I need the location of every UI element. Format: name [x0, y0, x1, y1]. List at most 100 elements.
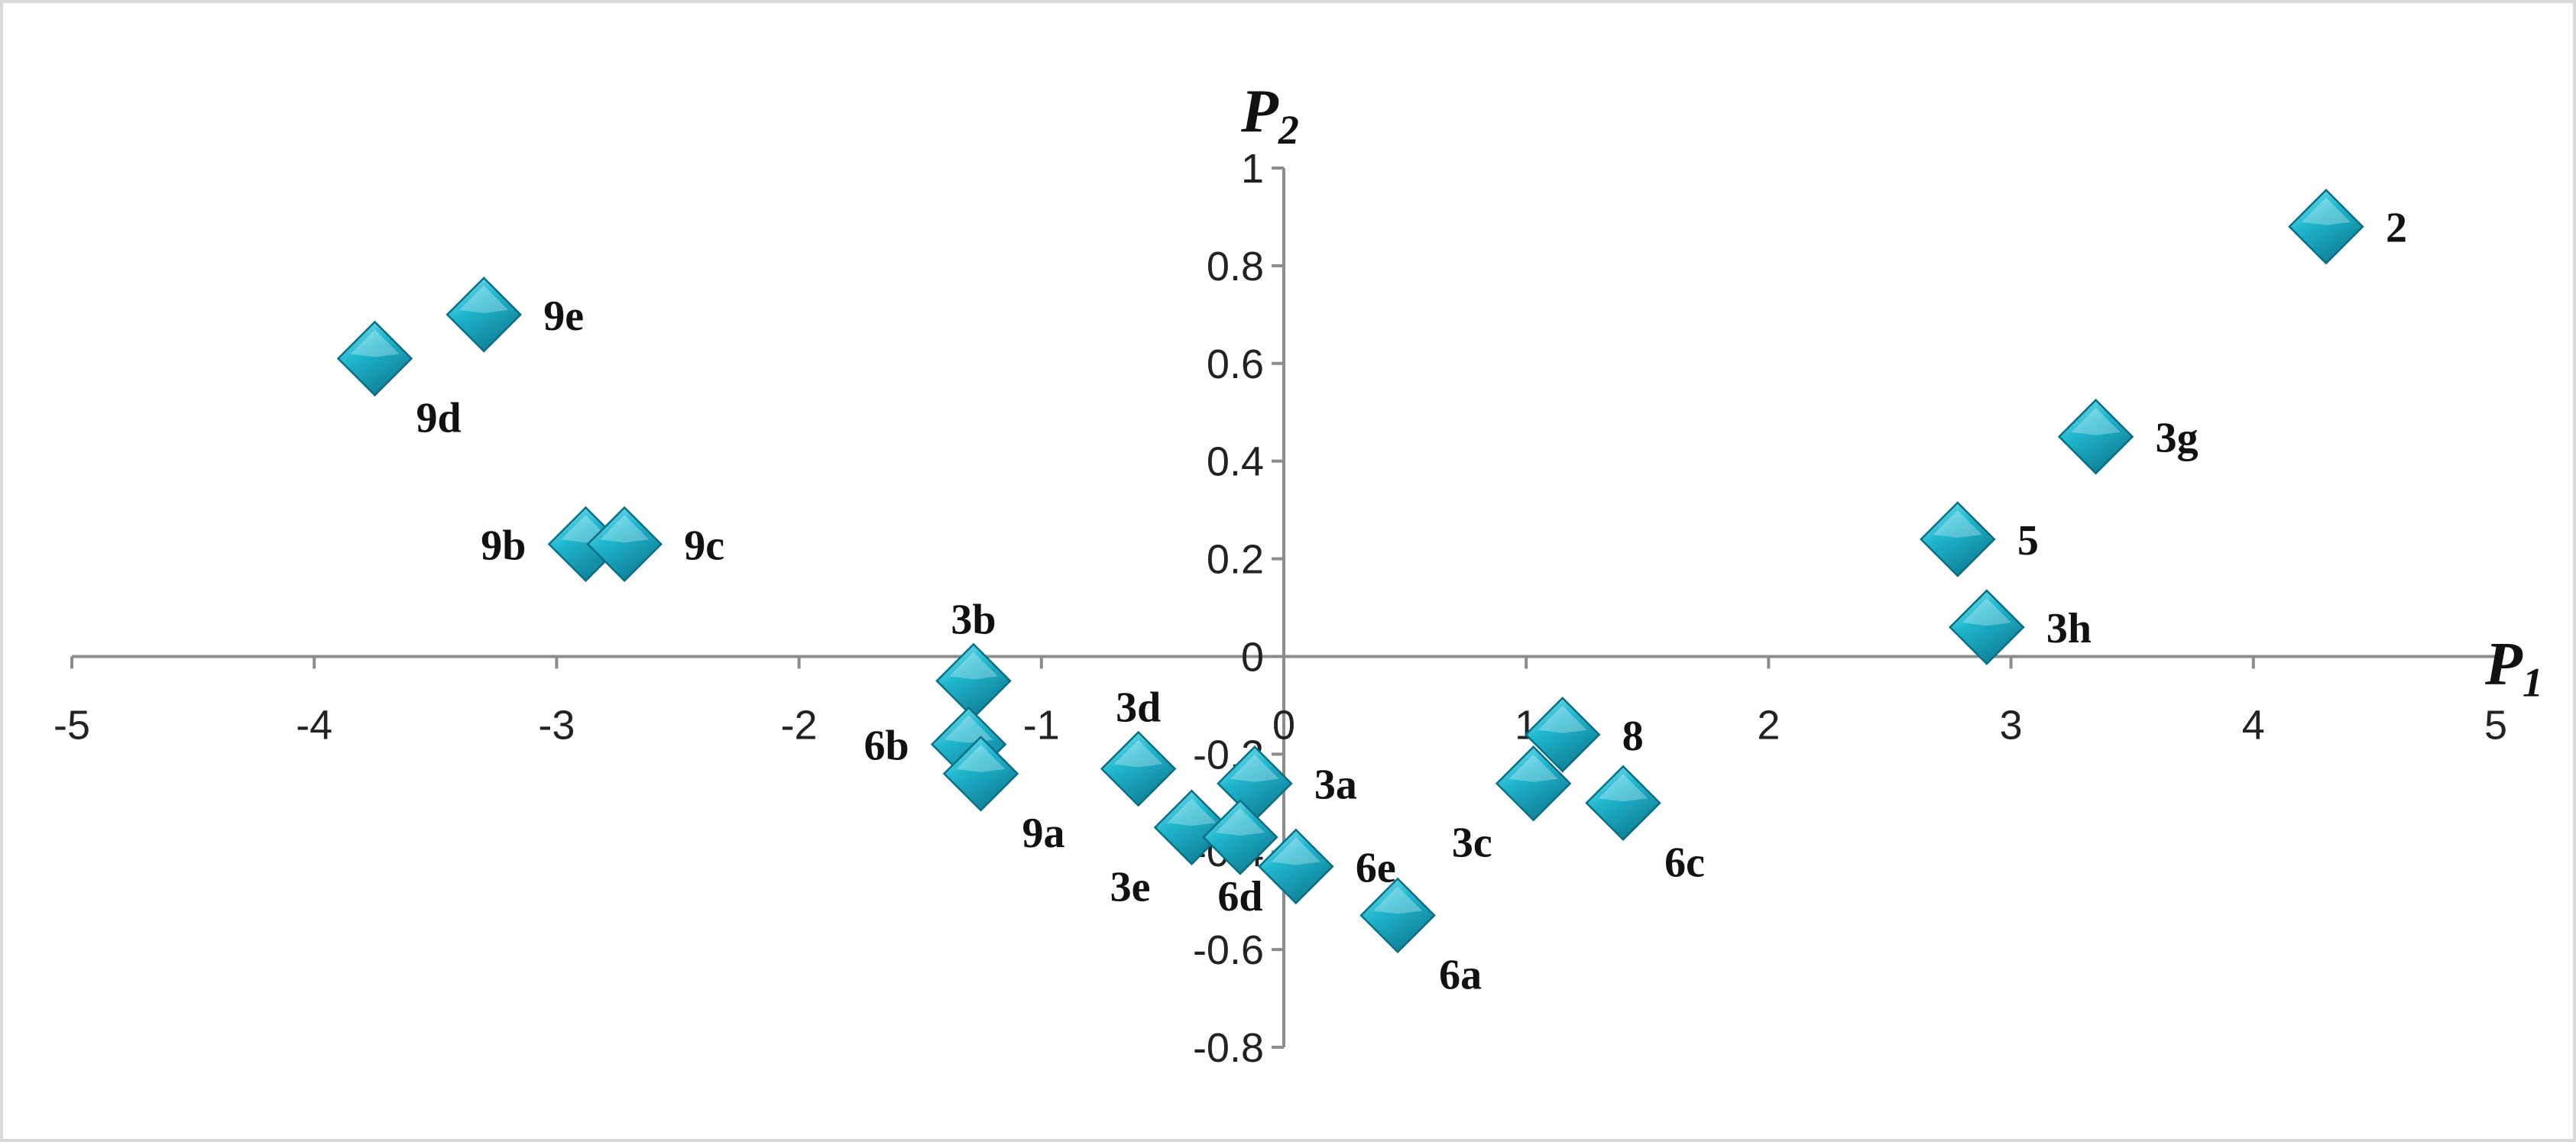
x-tick-label: 0: [1272, 702, 1295, 748]
diamond-marker: [1495, 745, 1572, 822]
point-label-6a: 6a: [1439, 951, 1482, 998]
x-tick-label: 3: [2000, 702, 2023, 748]
y-axis-label-subscript: 2: [1278, 107, 1299, 153]
diamond-highlight: [2301, 197, 2351, 225]
diamond-highlight: [1167, 798, 1217, 826]
data-point-6e: [1258, 828, 1334, 905]
point-label-3a: 3a: [1314, 762, 1357, 809]
x-tick-label: -2: [781, 702, 818, 748]
point-labels: 2 3g 53h 9e 9d 9b 9c 3b 6b 9a 3d 3a 3e 6d 6e 6a 8 3c 6c: [416, 205, 2407, 999]
diamond-highlight: [600, 515, 650, 543]
diamond-highlight: [350, 329, 400, 357]
point-label-6d: 6d: [1217, 873, 1262, 920]
data-point-3g: [2057, 398, 2134, 475]
diamond-marker: [1202, 799, 1278, 875]
data-point-3e: [1153, 789, 1230, 866]
diamond-highlight: [1508, 754, 1558, 782]
diamond-marker: [1258, 828, 1334, 905]
data-point-8: [1525, 696, 1601, 773]
y-tick-label: 0.4: [1207, 439, 1264, 485]
diamond-marker: [1359, 877, 1436, 954]
point-label-3d: 3d: [1116, 684, 1161, 732]
data-points: [336, 188, 2364, 954]
diamond-highlight: [1373, 886, 1423, 914]
diamond-marker: [1100, 730, 1177, 807]
data-point-6d: [1202, 799, 1278, 875]
data-point-3b: [935, 642, 1012, 720]
diamond-marker: [1153, 789, 1230, 866]
diamond-highlight: [1933, 509, 1982, 538]
data-point-9e: [446, 277, 523, 353]
data-point-6c: [1585, 765, 1661, 842]
y-tick-label: 0.6: [1207, 341, 1264, 387]
diamond-marker: [2057, 398, 2134, 475]
x-tick-label: -5: [53, 702, 90, 748]
diamond-marker: [336, 320, 413, 397]
diamond-marker: [2288, 188, 2364, 265]
point-label-3h: 3h: [2046, 605, 2092, 652]
point-label-6c: 6c: [1664, 839, 1705, 886]
data-point-6a: [1359, 877, 1436, 954]
data-point-5: [1920, 501, 1996, 577]
x-axis-label-subscript: 1: [2523, 659, 2543, 705]
scatter-chart: -5-4-3-2-101234510.80.60.40.20-0.2-0.4-0…: [53, 78, 2543, 1071]
point-label-3e: 3e: [1110, 863, 1151, 911]
x-tick-label: -1: [1023, 702, 1060, 748]
y-tick-label: -0.6: [1193, 927, 1264, 973]
axes: [70, 167, 2497, 1049]
diamond-marker: [446, 277, 523, 353]
point-label-9c: 9c: [684, 522, 724, 569]
data-point-9a: [942, 736, 1019, 812]
diamond-highlight: [1599, 774, 1648, 802]
tick-labels: -5-4-3-2-101234510.80.60.40.20-0.2-0.4-0…: [53, 146, 2507, 1071]
x-tick-label: 5: [2484, 702, 2507, 748]
point-label-8: 8: [1622, 713, 1644, 760]
x-tick-label: -3: [538, 702, 575, 748]
point-label-9e: 9e: [543, 293, 584, 340]
diamond-highlight: [1113, 739, 1163, 768]
diamond-marker: [586, 506, 663, 583]
diamond-marker: [1585, 765, 1661, 842]
diamond-marker: [1920, 501, 1996, 577]
data-point-2: [2288, 188, 2364, 265]
point-label-6e: 6e: [1356, 844, 1396, 891]
axis-names: P1 P2: [1240, 78, 2543, 705]
data-point-9c: [586, 506, 663, 583]
diamond-highlight: [1271, 837, 1320, 865]
diamond-highlight: [2071, 407, 2121, 435]
point-label-5: 5: [2017, 517, 2039, 564]
point-label-6b: 6b: [864, 723, 909, 770]
y-axis-label: P2: [1240, 78, 1299, 153]
y-axis-label-base: P: [1240, 78, 1279, 145]
data-point-3d: [1100, 730, 1177, 807]
data-point-3c: [1495, 745, 1572, 822]
y-tick-label: -0.8: [1193, 1025, 1264, 1071]
diamond-highlight: [459, 285, 509, 313]
diamond-marker: [1949, 589, 2025, 665]
x-tick-label: -4: [296, 702, 332, 748]
diamond-highlight: [956, 744, 1006, 772]
diamond-marker: [1525, 696, 1601, 773]
y-tick-label: 0.2: [1207, 537, 1264, 583]
point-label-3g: 3g: [2156, 415, 2199, 462]
data-point-3h: [1949, 589, 2025, 665]
point-label-2: 2: [2386, 205, 2407, 252]
diamond-marker: [942, 736, 1019, 812]
point-label-9a: 9a: [1022, 810, 1065, 857]
y-tick-label: 1: [1241, 146, 1264, 192]
x-axis-label-base: P: [2484, 630, 2523, 697]
diamond-highlight: [1962, 598, 2011, 626]
x-tick-label: 2: [1757, 702, 1780, 748]
data-point-9d: [336, 320, 413, 397]
x-tick-label: 4: [2242, 702, 2265, 748]
point-label-9b: 9b: [481, 522, 526, 569]
diamond-highlight: [1230, 754, 1279, 782]
point-label-3c: 3c: [1452, 820, 1492, 867]
point-label-9d: 9d: [416, 394, 462, 442]
y-tick-label: 0.8: [1207, 244, 1264, 289]
diamond-highlight: [1215, 808, 1265, 836]
diamond-highlight: [948, 652, 998, 680]
diamond-highlight: [1537, 705, 1587, 733]
point-label-3b: 3b: [951, 596, 996, 643]
